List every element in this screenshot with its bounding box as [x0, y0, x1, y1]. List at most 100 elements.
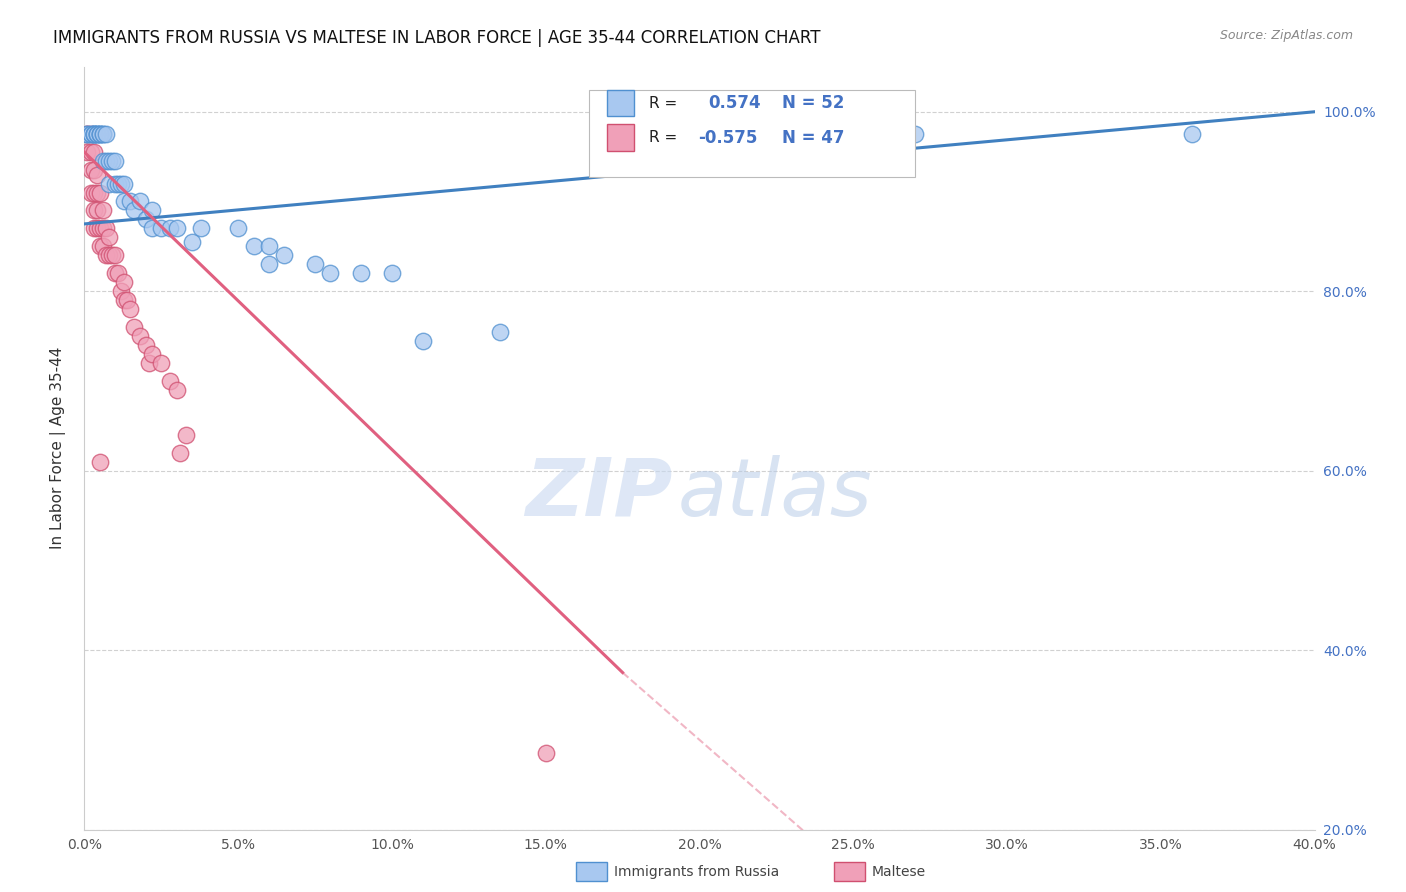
- Point: [120, 194, 142, 209]
- Point: [91, 221, 114, 235]
- Point: [257, 239, 280, 253]
- Point: [79, 127, 101, 141]
- Point: [86, 127, 108, 141]
- Text: -0.575: -0.575: [699, 128, 758, 146]
- Point: [83, 203, 105, 218]
- Point: [89, 127, 111, 141]
- Point: [94, 221, 117, 235]
- Point: [110, 177, 132, 191]
- Point: [89, 455, 111, 469]
- Point: [104, 177, 127, 191]
- Text: Source: ZipAtlas.com: Source: ZipAtlas.com: [1219, 29, 1353, 42]
- Point: [79, 186, 101, 200]
- Point: [89, 127, 111, 141]
- Point: [83, 163, 105, 178]
- Point: [112, 194, 135, 209]
- Point: [79, 127, 101, 141]
- Point: [83, 221, 105, 235]
- Y-axis label: In Labor Force | Age 35-44: In Labor Force | Age 35-44: [49, 347, 66, 549]
- Point: [104, 154, 127, 169]
- Point: [89, 221, 111, 235]
- Point: [98, 177, 120, 191]
- Text: IMMIGRANTS FROM RUSSIA VS MALTESE IN LABOR FORCE | AGE 35-44 CORRELATION CHART: IMMIGRANTS FROM RUSSIA VS MALTESE IN LAB…: [53, 29, 821, 46]
- Point: [166, 383, 188, 397]
- Text: atlas: atlas: [678, 455, 872, 533]
- Point: [112, 275, 135, 289]
- Point: [98, 154, 120, 169]
- Point: [79, 145, 101, 160]
- FancyBboxPatch shape: [589, 90, 915, 178]
- Bar: [607, 90, 634, 117]
- Text: ZIP: ZIP: [524, 455, 672, 533]
- Bar: [607, 124, 634, 151]
- Point: [159, 221, 181, 235]
- Point: [89, 186, 111, 200]
- Point: [141, 221, 163, 235]
- Point: [273, 248, 295, 262]
- Point: [159, 374, 181, 388]
- Point: [135, 338, 157, 352]
- Point: [122, 203, 145, 218]
- Point: [150, 221, 173, 235]
- Point: [141, 347, 163, 361]
- Text: Immigrants from Russia: Immigrants from Russia: [614, 865, 780, 880]
- Point: [904, 127, 927, 141]
- Text: 0.574: 0.574: [709, 95, 761, 112]
- Point: [86, 221, 108, 235]
- Point: [83, 145, 105, 160]
- Point: [128, 194, 150, 209]
- Point: [304, 257, 326, 271]
- Point: [190, 221, 212, 235]
- Point: [79, 163, 101, 178]
- Point: [76, 127, 98, 141]
- Point: [117, 293, 139, 308]
- Point: [257, 257, 280, 271]
- Point: [169, 446, 191, 460]
- Point: [104, 248, 127, 262]
- Point: [91, 154, 114, 169]
- Point: [104, 266, 127, 280]
- Point: [107, 177, 129, 191]
- Point: [76, 127, 98, 141]
- Point: [112, 177, 135, 191]
- Point: [101, 248, 124, 262]
- Point: [1181, 127, 1204, 141]
- Point: [83, 186, 105, 200]
- Text: R =: R =: [650, 95, 688, 111]
- Point: [488, 325, 510, 339]
- Point: [83, 127, 105, 141]
- Point: [138, 356, 160, 370]
- Point: [101, 154, 124, 169]
- Point: [135, 212, 157, 227]
- Point: [107, 266, 129, 280]
- Point: [226, 221, 249, 235]
- Point: [381, 266, 404, 280]
- Point: [83, 127, 105, 141]
- Point: [76, 127, 98, 141]
- Point: [94, 127, 117, 141]
- Point: [83, 127, 105, 141]
- Point: [89, 127, 111, 141]
- Point: [91, 203, 114, 218]
- Point: [91, 127, 114, 141]
- Point: [94, 248, 117, 262]
- Point: [128, 329, 150, 343]
- Point: [166, 221, 188, 235]
- Point: [122, 320, 145, 334]
- Point: [76, 127, 98, 141]
- Point: [141, 203, 163, 218]
- Text: N = 47: N = 47: [782, 128, 845, 146]
- Point: [412, 334, 434, 348]
- Point: [242, 239, 264, 253]
- Point: [86, 127, 108, 141]
- Point: [98, 230, 120, 244]
- Point: [91, 239, 114, 253]
- Point: [319, 266, 342, 280]
- Point: [76, 145, 98, 160]
- Point: [150, 356, 173, 370]
- Point: [98, 248, 120, 262]
- Text: N = 52: N = 52: [782, 95, 844, 112]
- Point: [534, 746, 557, 760]
- Point: [350, 266, 373, 280]
- Point: [79, 127, 101, 141]
